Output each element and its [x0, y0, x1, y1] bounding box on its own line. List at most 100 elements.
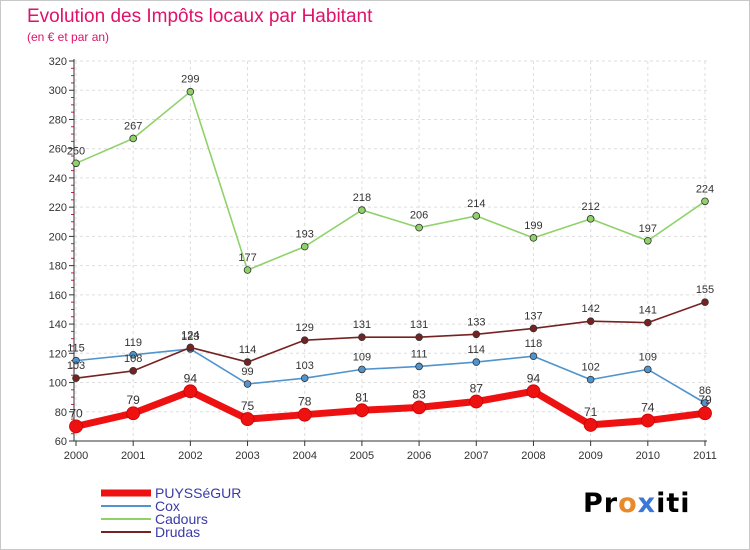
data-label: 114: [467, 344, 485, 356]
data-point: [644, 318, 652, 327]
data-label: 129: [296, 322, 314, 334]
data-point: [69, 419, 83, 434]
data-label: 83: [412, 387, 426, 401]
brand-logo: Proxiti: [583, 488, 691, 519]
x-tick-label: 2005: [350, 450, 374, 462]
data-point: [72, 374, 80, 382]
brand-part-2: o: [618, 488, 638, 519]
y-tick-label: 140: [49, 319, 67, 331]
data-label: 78: [298, 395, 312, 409]
data-point: [243, 380, 252, 388]
data-point: [415, 362, 423, 371]
data-label: 131: [353, 319, 371, 331]
x-tick-label: 2002: [178, 450, 202, 462]
data-point: [72, 356, 80, 365]
data-label: 103: [67, 360, 85, 372]
data-label: 74: [641, 401, 655, 415]
data-point: [640, 413, 655, 428]
data-point: [129, 367, 137, 375]
x-tick-label: 2010: [636, 450, 660, 462]
data-point: [472, 330, 481, 339]
data-point: [415, 223, 423, 232]
brand-part-3: x: [637, 488, 657, 519]
data-label: 131: [410, 319, 428, 331]
x-tick-label: 2008: [521, 450, 545, 462]
data-point: [183, 384, 198, 399]
series-PUYSSéGUR: 70 79 94 75 78 81 83 87 94 71 74 79: [69, 371, 712, 434]
data-label: 87: [470, 382, 484, 396]
data-label: 193: [296, 229, 314, 241]
data-label: 142: [581, 303, 599, 315]
data-label: 124: [181, 329, 199, 341]
data-point: [355, 403, 369, 418]
data-label: 102: [581, 362, 599, 374]
y-tick-label: 260: [49, 144, 67, 156]
data-point: [300, 374, 309, 382]
legend-label-Cadours: Cadours: [155, 511, 208, 527]
x-tick-label: 2009: [578, 450, 602, 462]
y-tick-label: 300: [49, 85, 67, 97]
data-label: 119: [124, 337, 142, 349]
data-point: [240, 412, 255, 426]
data-point: [472, 358, 481, 366]
series-line: [75, 348, 706, 404]
y-tick-label: 280: [49, 114, 67, 126]
data-label: 115: [67, 343, 85, 355]
data-label: 79: [698, 393, 712, 407]
data-label: 267: [124, 120, 142, 132]
data-point: [469, 394, 484, 409]
x-tick-label: 2000: [64, 450, 88, 462]
y-tick-label: 160: [49, 290, 67, 302]
data-label: 206: [410, 210, 428, 222]
data-label: 299: [181, 74, 199, 86]
y-tick-label: 220: [49, 202, 67, 214]
data-point: [72, 159, 80, 168]
data-label: 109: [639, 351, 657, 363]
data-label: 197: [639, 223, 657, 235]
y-tick-label: 180: [49, 261, 67, 273]
series-Cadours: 250 267 299 177 193 218 206 214 199 212 197 224: [67, 74, 714, 274]
x-tick-label: 2004: [292, 450, 316, 462]
data-point: [412, 400, 426, 415]
data-point: [243, 358, 252, 366]
data-label: 118: [525, 338, 543, 350]
data-label: 109: [353, 351, 371, 363]
data-label: 137: [524, 310, 542, 322]
data-point: [300, 242, 309, 251]
data-label: 81: [355, 390, 369, 404]
data-label: 75: [241, 399, 255, 413]
x-tick-label: 2011: [693, 450, 717, 462]
data-label: 71: [584, 405, 598, 419]
series-Drudas: 103 108 124 114 129 131 131 133 137 142 141 155: [67, 284, 714, 382]
y-tick-label: 200: [49, 231, 67, 243]
data-point: [698, 406, 712, 421]
data-point: [472, 212, 481, 220]
data-point: [300, 336, 309, 344]
data-label: 94: [527, 371, 541, 385]
data-point: [701, 197, 709, 206]
data-point: [529, 234, 538, 242]
y-tick-label: 320: [49, 56, 67, 68]
data-point: [358, 333, 366, 342]
data-label: 133: [467, 316, 485, 328]
data-label: 141: [639, 305, 657, 317]
data-label: 250: [67, 145, 85, 157]
y-tick-label: 240: [49, 173, 67, 185]
brand-part-1: Pr: [583, 488, 619, 519]
data-point: [243, 266, 252, 274]
data-point: [186, 87, 195, 96]
data-label: 70: [69, 406, 83, 420]
series-Cox: 115 119 123 99 103 109 111 114 118 102 109 86: [67, 331, 711, 407]
y-tick-label: 80: [55, 407, 67, 419]
data-label: 103: [296, 360, 314, 372]
data-point: [586, 375, 595, 384]
data-label: 218: [353, 192, 371, 204]
data-point: [644, 236, 652, 245]
x-tick-label: 2003: [235, 450, 259, 462]
data-point: [586, 317, 595, 325]
data-point: [129, 134, 137, 143]
data-point: [129, 350, 137, 359]
legend-label-Drudas: Drudas: [155, 524, 200, 540]
series-line: [75, 301, 706, 379]
